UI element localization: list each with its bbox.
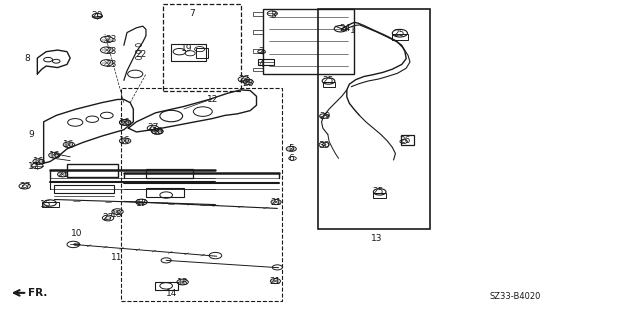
Text: 27: 27 [103, 213, 114, 222]
Bar [54, 186, 115, 194]
Bar [163, 4, 241, 91]
Text: 18: 18 [111, 210, 122, 219]
Text: 16: 16 [120, 118, 131, 127]
Text: 13: 13 [371, 234, 382, 243]
Bar [323, 82, 335, 87]
Bar [156, 282, 177, 290]
Text: 6: 6 [289, 154, 294, 163]
Text: 25: 25 [322, 76, 334, 85]
Text: 19: 19 [180, 44, 192, 53]
Bar [146, 169, 193, 178]
Bar [67, 164, 118, 177]
Text: 12: 12 [206, 95, 218, 104]
Text: 18: 18 [177, 278, 189, 287]
Text: 7: 7 [189, 9, 195, 18]
Text: 25: 25 [373, 188, 384, 196]
Bar [263, 9, 354, 74]
Text: 9: 9 [28, 130, 34, 139]
Text: 21: 21 [270, 197, 282, 206]
Text: 16: 16 [63, 140, 75, 149]
Bar [401, 134, 415, 145]
Text: 29: 29 [320, 113, 331, 122]
Text: 21: 21 [270, 276, 281, 285]
Text: 27: 27 [19, 182, 30, 191]
Text: 20: 20 [92, 12, 103, 20]
Text: 8: 8 [24, 53, 30, 62]
Bar [253, 49, 263, 53]
Text: 26: 26 [399, 136, 411, 145]
Bar [146, 188, 184, 197]
Bar [172, 44, 206, 61]
Bar [196, 49, 208, 58]
Text: 27: 27 [238, 75, 249, 84]
Text: 23: 23 [106, 47, 117, 56]
Text: 11: 11 [111, 253, 122, 262]
Text: 10: 10 [71, 229, 82, 238]
Text: 1: 1 [350, 26, 356, 35]
Bar [121, 88, 282, 301]
Text: 15: 15 [41, 200, 52, 209]
Text: 4: 4 [259, 60, 265, 69]
Text: 16: 16 [33, 157, 44, 166]
Text: 14: 14 [166, 289, 177, 298]
Text: 5: 5 [289, 144, 294, 153]
Text: 2: 2 [259, 47, 265, 56]
Text: 17: 17 [28, 162, 39, 171]
Bar [253, 30, 263, 34]
Text: 30: 30 [318, 141, 330, 150]
Text: 24: 24 [339, 24, 351, 33]
Bar [392, 34, 408, 40]
Text: 22: 22 [135, 50, 146, 59]
Text: 3: 3 [271, 11, 277, 20]
Text: 27: 27 [147, 123, 159, 132]
Bar [318, 9, 430, 228]
Bar [42, 202, 60, 207]
Bar [258, 59, 274, 65]
Bar [373, 193, 386, 197]
Text: 16: 16 [49, 151, 60, 160]
Bar [253, 68, 263, 71]
Text: 23: 23 [106, 35, 117, 44]
Text: 16: 16 [120, 136, 131, 145]
Text: 25: 25 [393, 29, 404, 38]
Text: 28: 28 [242, 79, 254, 88]
Text: 23: 23 [106, 60, 117, 69]
Text: FR.: FR. [28, 288, 47, 298]
Text: 16: 16 [151, 127, 163, 136]
Text: SZ33-B4020: SZ33-B4020 [490, 292, 541, 301]
Text: 21: 21 [57, 170, 68, 179]
Bar [253, 12, 263, 16]
Text: 17: 17 [136, 198, 147, 207]
